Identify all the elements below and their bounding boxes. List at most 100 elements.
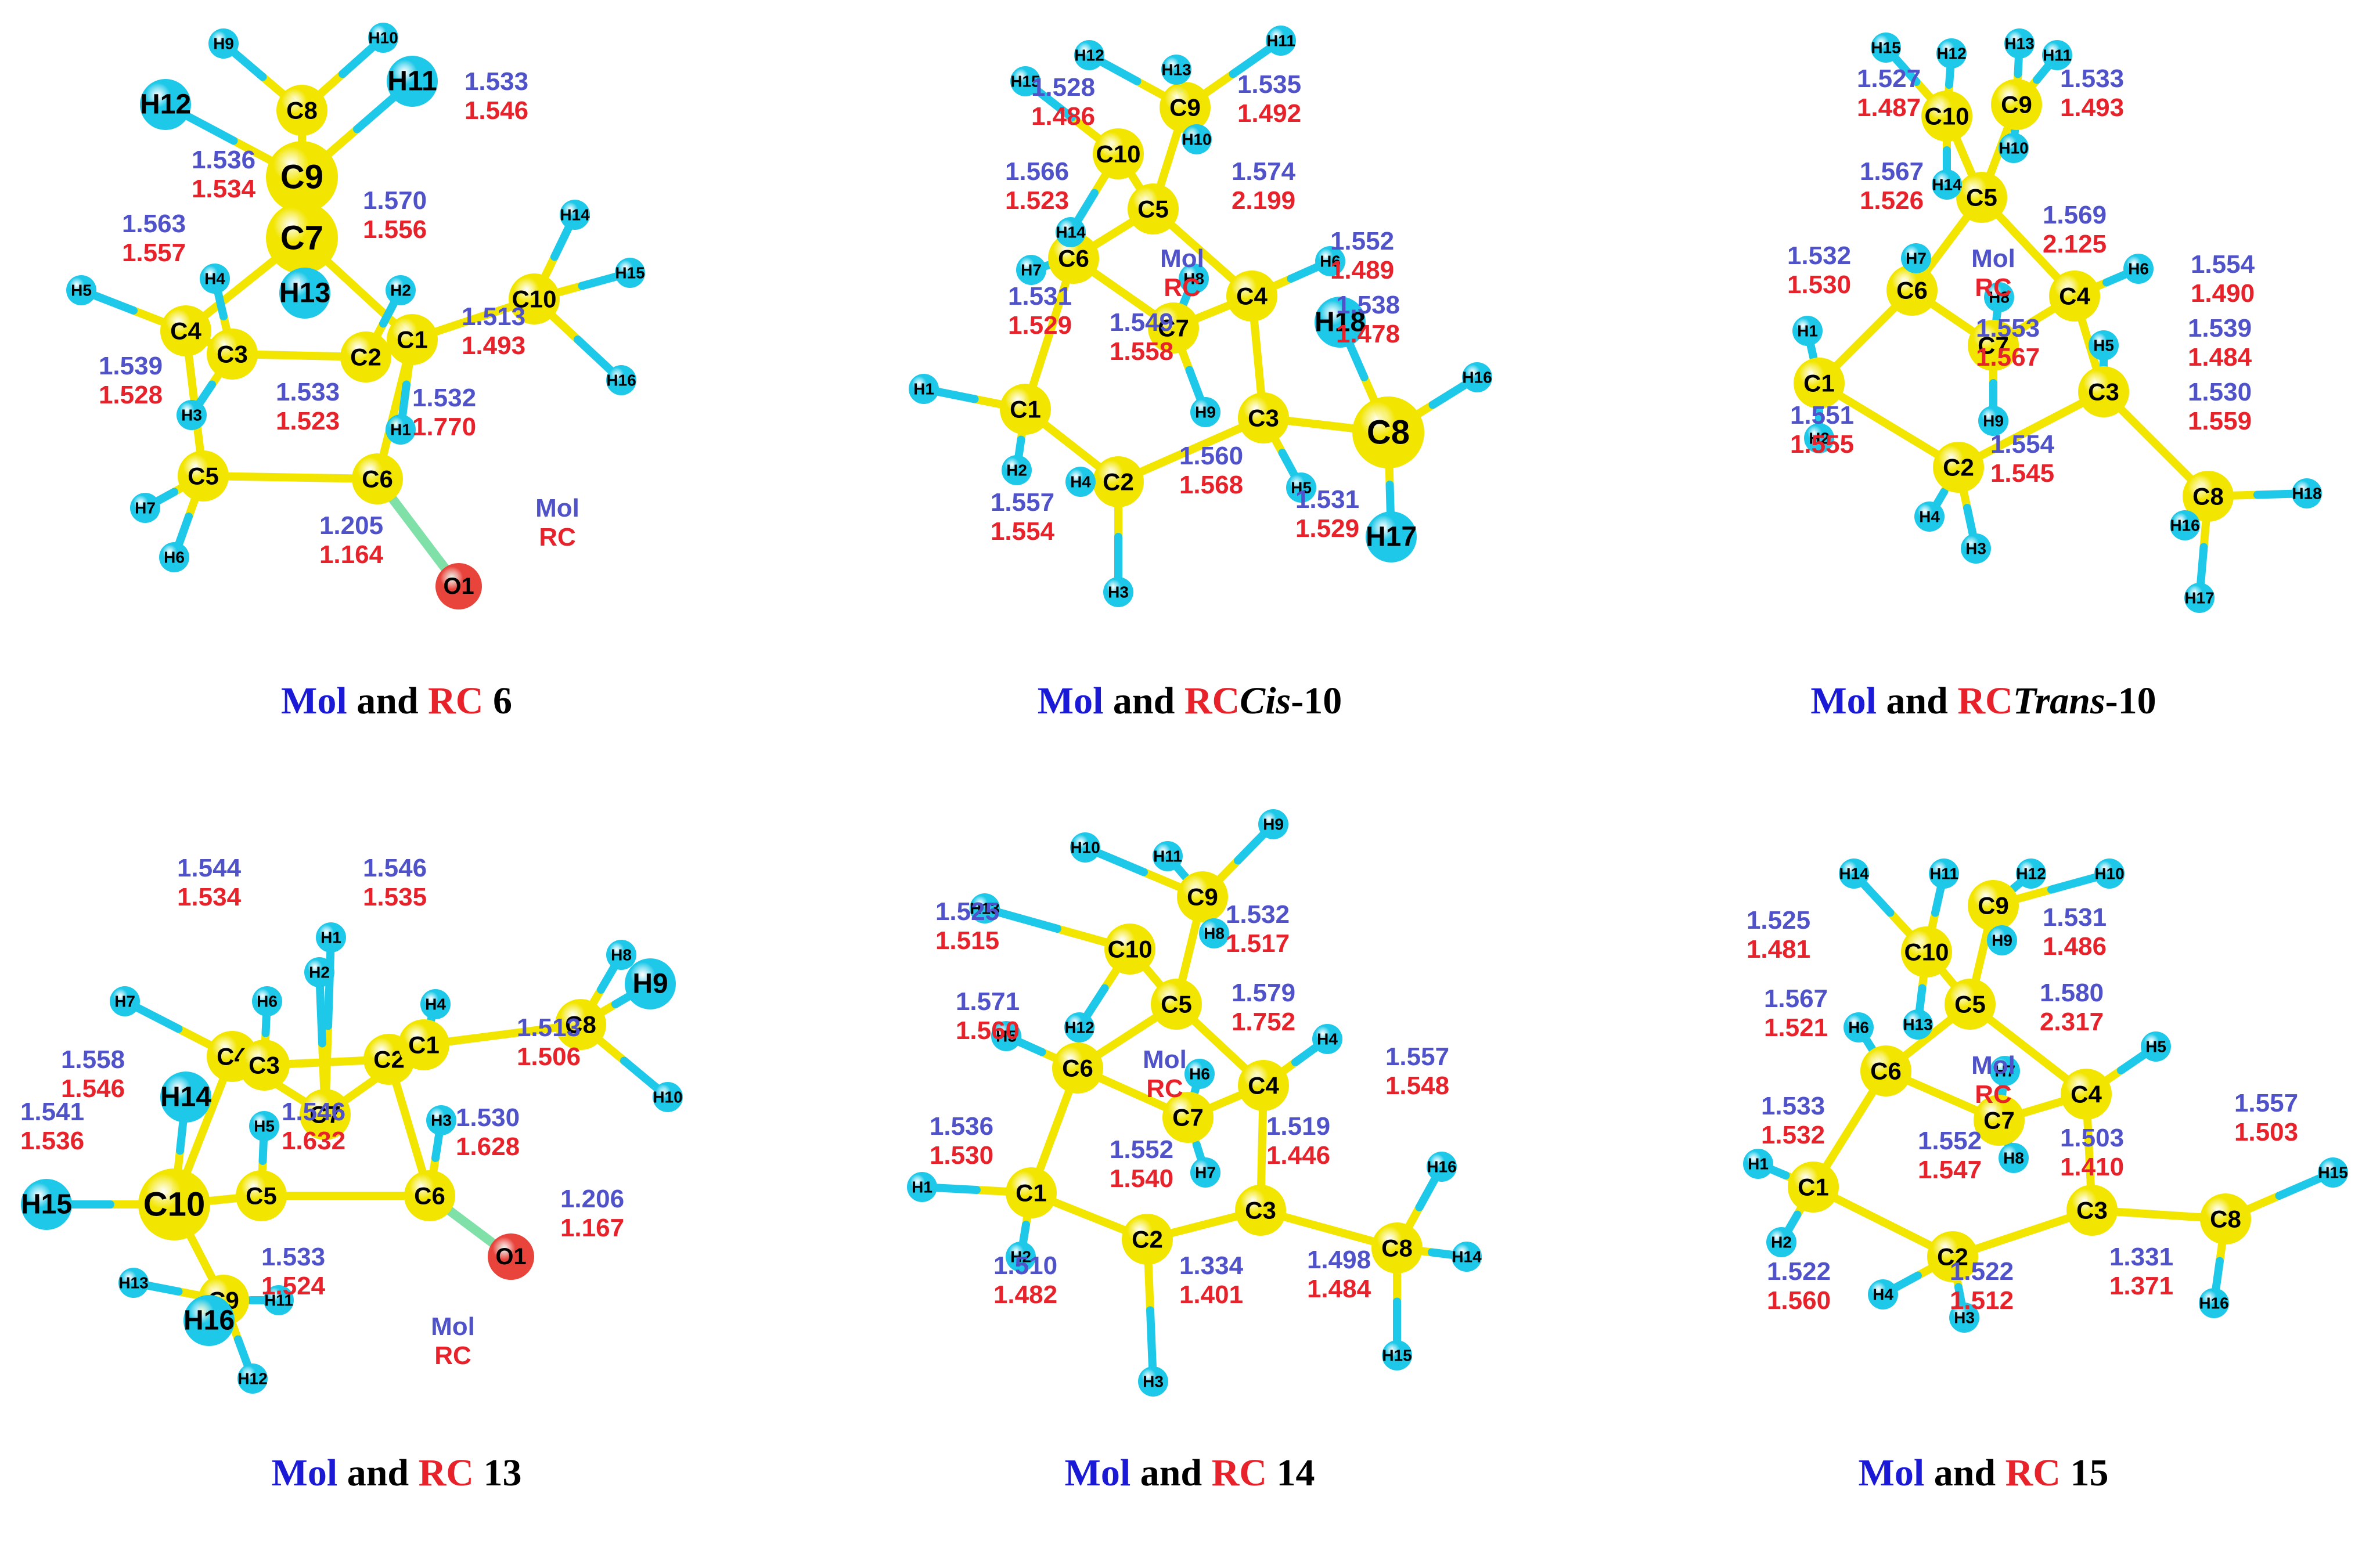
atom-h9: H9 — [1987, 925, 2017, 955]
mol-value: 1.579 — [1232, 979, 1295, 1007]
atom-h9: H9 — [1258, 809, 1288, 839]
mol-value: 1.557 — [2234, 1089, 2298, 1117]
atom-sphere — [2078, 366, 2129, 417]
atom-sphere — [1177, 871, 1228, 922]
mol-value: 1.554 — [2191, 250, 2255, 279]
caption-rest: 15 — [2060, 1452, 2109, 1494]
caption-rc: RC — [428, 680, 484, 722]
rc-value: 1.410 — [2060, 1153, 2124, 1181]
atom-label: C2 — [1103, 468, 1134, 496]
atom-c4: C4 — [2061, 1069, 2112, 1120]
atom-label: C4 — [2059, 283, 2090, 310]
atom-h7: H7 — [110, 986, 140, 1016]
atom-label: C2 — [1132, 1226, 1163, 1253]
panel-p6: C9 C8 C7 C4 C3 C2 C1 C10 C5 C6 O1 H9 H10 H12 H11 H13 H5 H… — [0, 0, 793, 772]
atom-sphere — [404, 1170, 455, 1221]
atom-h1: H1 — [909, 374, 939, 404]
atom-sphere — [316, 922, 346, 953]
atom-label: H10 — [1182, 131, 1211, 149]
legend-mol: Mol — [1143, 1045, 1187, 1074]
atom-c3: C3 — [2078, 366, 2129, 417]
atom-sphere — [1056, 217, 1086, 247]
atom-label: C9 — [1169, 94, 1201, 121]
atom-sphere — [1871, 33, 1901, 63]
atom-label: C7 — [1978, 332, 2009, 359]
atom-label: H16 — [2170, 517, 2199, 535]
rc-value: 1.628 — [456, 1132, 520, 1161]
atom-sphere — [1000, 384, 1051, 435]
rc-value: 1.482 — [993, 1280, 1057, 1309]
atom-sphere — [386, 414, 416, 445]
atom-h1: H1 — [1792, 316, 1823, 346]
atom-c5: C5 — [1956, 172, 2007, 223]
atom-sphere — [1048, 233, 1099, 284]
atom-sphere — [178, 450, 229, 502]
caption-rest: 13 — [473, 1452, 522, 1494]
atom-label: C3 — [2088, 378, 2119, 406]
mol-value: 1.205 — [319, 511, 383, 540]
legend-rc: RC — [1975, 1080, 2012, 1109]
atom-sphere — [653, 1082, 683, 1112]
atom-sphere — [1903, 1009, 1933, 1040]
caption-rest: -10 — [2105, 680, 2156, 722]
atom-label: H9 — [1263, 816, 1284, 834]
atom-sphere — [159, 542, 189, 572]
legend-rc: RC — [434, 1341, 471, 1370]
atom-c6: C6 — [1052, 1042, 1103, 1094]
atom-c4: C4 — [1226, 270, 1277, 322]
atom-label: H14 — [1932, 176, 1962, 194]
atom-sphere — [1093, 456, 1144, 507]
atom-h14: H14 — [160, 1072, 211, 1123]
atom-label: H18 — [2292, 485, 2321, 503]
atom-label: H9 — [1983, 412, 2004, 430]
atom-label: H12 — [1074, 46, 1104, 64]
atom-c9: C9 — [266, 141, 338, 213]
atom-sphere — [21, 1179, 72, 1230]
atom-sphere — [1792, 316, 1823, 346]
bond-c3-c2 — [1114, 414, 1268, 486]
atom-c5: C5 — [236, 1170, 287, 1221]
mol-value: 1.552 — [1110, 1135, 1173, 1164]
mol-value: 1.539 — [2188, 314, 2252, 342]
caption-mol: Mol — [281, 680, 347, 722]
atom-label: H11 — [264, 1292, 293, 1309]
atom-label: C5 — [1966, 184, 1997, 211]
atom-sphere — [1914, 502, 1945, 532]
rc-value: 1.556 — [363, 215, 427, 244]
mol-value: 1.574 — [1232, 157, 1296, 186]
atom-sphere — [252, 986, 282, 1016]
atom-label: H11 — [1153, 847, 1182, 865]
atom-sphere — [1128, 183, 1179, 235]
rc-value: 1.486 — [1031, 102, 1095, 131]
atom-sphere — [2170, 510, 2200, 540]
atom-label: C8 — [2210, 1206, 2241, 1233]
atom-c7: C7 — [1968, 320, 2019, 371]
mol-value: 1.532 — [412, 384, 476, 412]
mol-value: 1.536 — [192, 146, 255, 174]
atom-sphere — [2184, 583, 2215, 613]
atom-h14: H14 — [1839, 858, 1869, 889]
mol-value: 1.527 — [1857, 64, 1921, 93]
atom-sphere — [387, 314, 438, 365]
atom-label: H10 — [368, 29, 398, 47]
mol-value: 1.513 — [517, 1013, 581, 1042]
atom-sphere — [1103, 577, 1133, 607]
atom-sphere — [1151, 979, 1202, 1030]
caption-rc: RC — [1957, 680, 2013, 722]
atom-label: H13 — [279, 278, 330, 309]
atom-label: H12 — [140, 89, 191, 120]
atom-sphere — [118, 1268, 149, 1298]
atom-label: C7 — [280, 219, 323, 257]
rc-value: 2.125 — [2043, 230, 2107, 258]
